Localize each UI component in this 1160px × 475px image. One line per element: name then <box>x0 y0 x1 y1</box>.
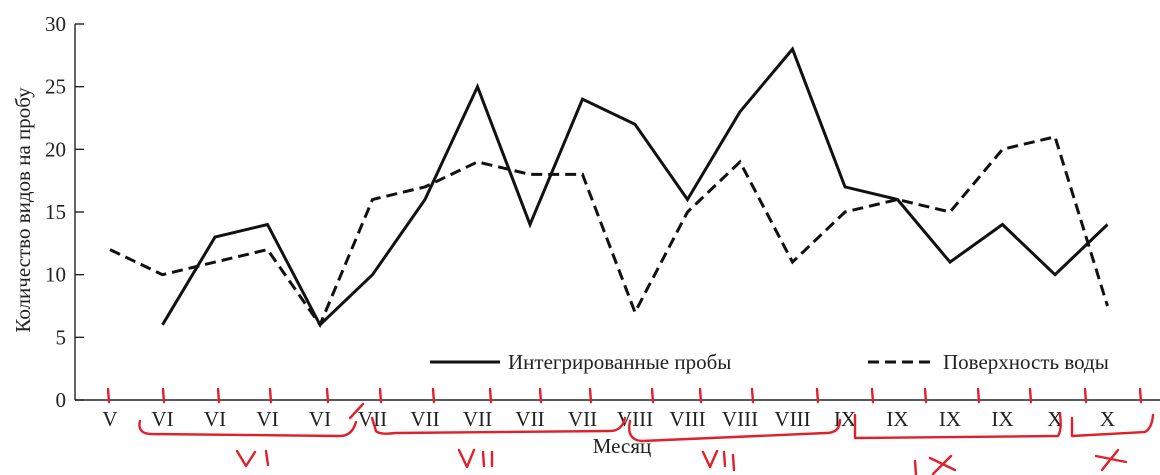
hand-tick <box>1138 387 1143 404</box>
x-tick-label: VIII <box>774 407 810 431</box>
legend-label-1: Поверхность воды <box>943 350 1109 374</box>
x-tick-label: VI <box>151 407 173 431</box>
hand-tick <box>538 387 543 404</box>
hand-tick <box>1083 387 1088 404</box>
y-tick-label: 30 <box>45 12 66 36</box>
hand-bracket-vii <box>370 416 627 435</box>
hand-bracket-x <box>1070 413 1155 438</box>
hand-tick <box>923 387 928 404</box>
hand-numeral-x <box>1094 448 1128 472</box>
x-tick-label: VI <box>256 407 278 431</box>
hand-tick <box>216 387 221 404</box>
hand-bracket-link <box>348 402 365 420</box>
hand-tick <box>588 387 593 404</box>
hand-numeral-vi <box>235 449 270 468</box>
hand-tick <box>268 387 273 404</box>
y-axis-title: Количество видов на пробу <box>11 87 35 333</box>
x-tick-label: VII <box>463 407 492 431</box>
hand-tick <box>1028 387 1033 404</box>
x-tick-label: IX <box>939 407 961 431</box>
hand-tick <box>431 387 436 404</box>
hand-tick <box>488 387 493 404</box>
hand-tick <box>325 387 330 404</box>
hand-bracket-viii <box>628 418 842 443</box>
x-tick-label: X <box>1047 407 1062 431</box>
hand-tick <box>106 387 111 404</box>
legend-label-0: Интегрированные пробы <box>508 350 731 374</box>
hand-tick <box>976 387 981 404</box>
hand-bracket-ix <box>853 412 1062 440</box>
series-layer <box>109 46 1109 328</box>
x-tick-label: VII <box>515 407 544 431</box>
series-line-1 <box>109 135 1109 328</box>
hand-tick <box>378 387 383 404</box>
x-axis-title: Месяц <box>593 434 651 458</box>
x-tick-label: VII <box>410 407 439 431</box>
hand-tick <box>870 387 875 404</box>
y-tick-label: 25 <box>45 75 66 99</box>
hand-tick <box>815 387 820 404</box>
y-tick-label: 20 <box>45 137 66 161</box>
hand-tick <box>698 387 703 404</box>
x-tick-label: VIII <box>722 407 758 431</box>
x-tick-label: VII <box>568 407 597 431</box>
x-tick-label: V <box>102 407 117 431</box>
y-axis: 0 5 10 15 20 25 30 <box>45 12 84 412</box>
y-tick-label: 5 <box>56 325 67 349</box>
x-tick-label: VI <box>204 407 226 431</box>
legend: Интегрированные пробы Поверхность воды <box>430 350 1109 374</box>
y-tick-label: 15 <box>45 200 66 224</box>
hand-tick <box>161 387 166 404</box>
x-axis: V VI VI VI VI VII VII VII VII VII VIII VIII VIII VIII… <box>75 399 1160 431</box>
y-tick-label: 10 <box>45 263 66 287</box>
hand-tick <box>750 387 755 404</box>
y-tick-label: 0 <box>56 388 67 412</box>
hand-numeral-vii <box>457 448 494 469</box>
hand-numeral-viii <box>701 449 736 472</box>
x-tick-label: IX <box>886 407 908 431</box>
x-tick-label: VI <box>309 407 331 431</box>
x-tick-label: X <box>1100 407 1115 431</box>
x-tick-label: VIII <box>669 407 705 431</box>
series-line-0 <box>161 46 1109 328</box>
x-tick-label: VIII <box>617 407 653 431</box>
hand-bracket-vi <box>138 419 358 438</box>
hand-tick <box>650 387 655 404</box>
handwritten-annotations <box>106 387 1155 475</box>
x-tick-label: IX <box>991 407 1013 431</box>
hand-numeral-ix <box>913 454 957 475</box>
